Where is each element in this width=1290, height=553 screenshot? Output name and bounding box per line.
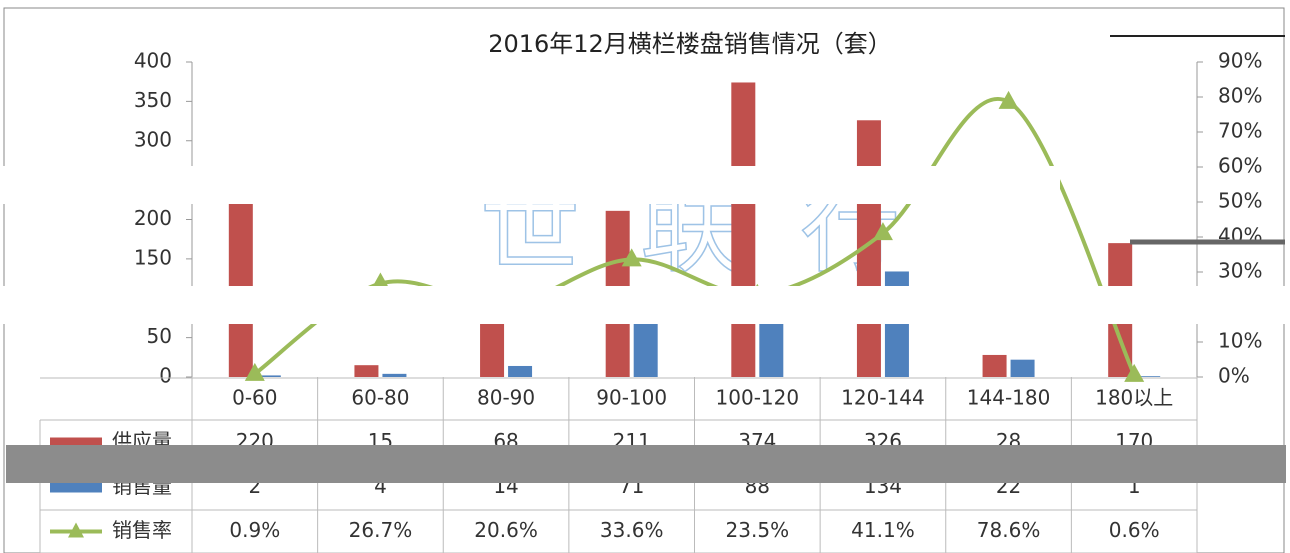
y-tick-label: 300: [134, 127, 172, 151]
legend-key: [50, 482, 102, 493]
y2-tick-label: 10%: [1218, 329, 1262, 353]
y2-tick-label: 0%: [1218, 364, 1250, 388]
mask: [6, 445, 1286, 483]
bar: [256, 375, 281, 377]
y-tick-label: 50: [147, 324, 172, 348]
legend-key: [68, 522, 84, 538]
x-tick-label: 120-144: [841, 386, 925, 410]
y-tick-label: 200: [134, 206, 172, 230]
x-tick-label: 60-80: [351, 386, 409, 410]
table-value: 33.6%: [600, 518, 664, 542]
table-value: 41.1%: [851, 518, 915, 542]
y2-tick-label: 60%: [1218, 154, 1262, 178]
y-tick-label: 0: [159, 364, 172, 388]
bar: [382, 373, 407, 377]
y-tick-label: 350: [134, 88, 172, 112]
y2-tick-label: 90%: [1218, 49, 1262, 73]
bar: [633, 321, 658, 377]
line-marker: [621, 248, 642, 267]
x-tick-label: 180以上: [1095, 386, 1173, 410]
table-value: 0.9%: [229, 518, 280, 542]
bar: [1136, 376, 1161, 377]
chart-title: 2016年12月横栏楼盘销售情况（套）: [488, 30, 892, 58]
bar: [1010, 359, 1035, 377]
x-tick-label: 80-90: [477, 386, 535, 410]
line-marker: [872, 222, 893, 241]
y2-tick-label: 50%: [1218, 189, 1262, 213]
bar: [982, 354, 1007, 377]
x-tick-label: 100-120: [716, 386, 800, 410]
y2-tick-label: 30%: [1218, 259, 1262, 283]
x-tick-label: 0-60: [232, 386, 277, 410]
y-tick-label: 150: [134, 245, 172, 269]
table-value: 20.6%: [474, 518, 538, 542]
plot: 0501001502002503003504000%10%20%30%40%50…: [39, 49, 1262, 553]
line-marker: [1124, 363, 1145, 382]
table-value: 23.5%: [726, 518, 790, 542]
table-value: 0.6%: [1109, 518, 1160, 542]
bar: [731, 82, 756, 377]
y-tick-label: 400: [134, 49, 172, 73]
bar: [480, 323, 505, 377]
overlay: [0, 35, 1290, 483]
mask: [0, 166, 1060, 204]
line-marker: [998, 90, 1019, 109]
mask: [0, 286, 1290, 324]
y2-tick-label: 70%: [1218, 119, 1262, 143]
x-tick-label: 144-180: [967, 386, 1051, 410]
y2-tick-label: 80%: [1218, 84, 1262, 108]
line-marker: [244, 362, 265, 381]
x-tick-label: 90-100: [596, 386, 667, 410]
table-value: 78.6%: [977, 518, 1041, 542]
table-value: 26.7%: [349, 518, 413, 542]
bar: [508, 365, 533, 377]
bar: [354, 365, 379, 377]
legend-key: [50, 437, 102, 448]
legend-label: 销售率: [112, 518, 172, 542]
